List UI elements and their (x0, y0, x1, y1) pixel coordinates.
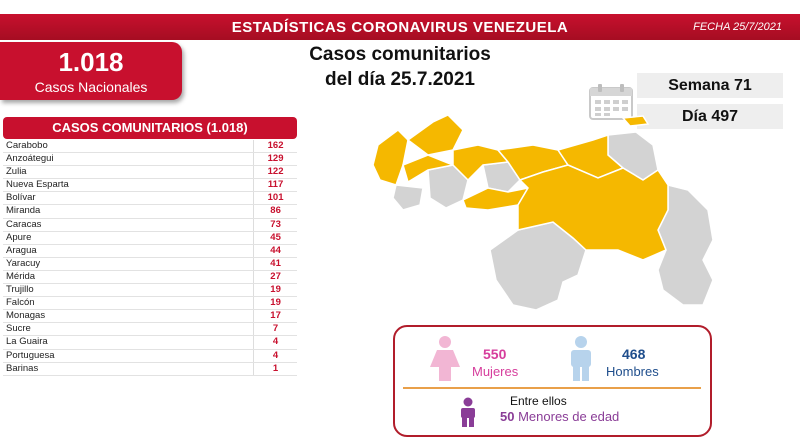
top-banner: ESTADÍSTICAS CORONAVIRUS VENEZUELA FECHA… (0, 14, 800, 40)
state-name: Nueva Esparta (6, 179, 69, 191)
state-cases: 129 (253, 153, 297, 166)
minors-count: 50 (500, 409, 515, 424)
table-row: Zulia 122 (3, 166, 297, 180)
state-cases: 1 (253, 362, 297, 375)
venezuela-map (368, 110, 728, 330)
women-count: 550 (483, 346, 507, 362)
state-name: Portuguesa (6, 349, 55, 361)
state-cases: 73 (253, 218, 297, 231)
gender-summary-box: 550 Mujeres 468 Hombres Entre ellos 50 M… (393, 325, 712, 437)
page-title: Casos comunitarios del día 25.7.2021 (250, 42, 550, 92)
state-cases: 101 (253, 192, 297, 205)
minors-line: 50 Menores de edad (500, 409, 619, 424)
table-row: Caracas 73 (3, 218, 297, 232)
state-name: Caracas (6, 218, 42, 230)
table-row: Aragua 44 (3, 244, 297, 258)
state-name: Aragua (6, 244, 37, 256)
page-title-line2: del día 25.7.2021 (325, 69, 475, 90)
state-name: Falcón (6, 297, 35, 309)
table-row: Monagas 17 (3, 310, 297, 324)
women-label: Mujeres (472, 364, 519, 379)
table-row: Portuguesa 4 (3, 349, 297, 363)
state-name: Trujillo (6, 284, 34, 296)
state-name: Bolívar (6, 192, 36, 204)
state-cases: 122 (253, 166, 297, 179)
table-row: Yaracuy 41 (3, 257, 297, 271)
total-cases-value: 1.018 (58, 47, 124, 77)
week-indicator: Semana 71 (637, 73, 783, 98)
cases-table: Carabobo 162 Anzoátegui 129 Zulia 122 Nueva Es… (3, 140, 297, 376)
minors-label: Menores de edad (518, 409, 620, 424)
state-name: Miranda (6, 205, 41, 217)
state-name: Zulia (6, 166, 27, 178)
state-cases: 44 (253, 244, 297, 257)
state-cases: 45 (253, 231, 297, 244)
map-state-bolivar (517, 164, 669, 261)
state-cases: 86 (253, 205, 297, 218)
woman-icon (427, 335, 463, 386)
table-row: Apure 45 (3, 231, 297, 245)
map-state-tachira (392, 184, 424, 211)
map-state-zulia (372, 129, 409, 186)
map-state-nueva-esparta (621, 115, 650, 127)
state-cases: 17 (253, 310, 297, 323)
map-state-lara (402, 154, 456, 184)
banner-date: FECHA 25/7/2021 (693, 21, 782, 33)
table-row: Anzoátegui 129 (3, 153, 297, 167)
divider (403, 387, 701, 389)
total-cases-box: 1.018 Casos Nacionales (0, 42, 182, 100)
cases-table-header: CASOS COMUNITARIOS (1.018) (3, 117, 297, 139)
calendar-icon (588, 83, 634, 126)
state-cases: 41 (253, 257, 297, 270)
total-cases-label: Casos Nacionales (34, 79, 148, 95)
men-label: Hombres (606, 364, 659, 379)
state-name: Anzoátegui (6, 153, 54, 165)
state-name: La Guaira (6, 336, 48, 348)
table-row: Miranda 86 (3, 205, 297, 219)
day-indicator: Día 497 (637, 104, 783, 129)
table-row: Bolívar 101 (3, 192, 297, 206)
banner-title: ESTADÍSTICAS CORONAVIRUS VENEZUELA (231, 18, 569, 36)
map-state-carabobo (452, 144, 510, 182)
table-row: Sucre 7 (3, 323, 297, 337)
state-name: Yaracuy (6, 257, 41, 269)
state-cases: 117 (253, 179, 297, 192)
table-row: Trujillo 19 (3, 284, 297, 298)
state-cases: 4 (253, 336, 297, 349)
table-row: Mérida 27 (3, 270, 297, 285)
state-name: Mérida (6, 270, 36, 282)
state-cases: 19 (253, 297, 297, 310)
among-label: Entre ellos (510, 394, 567, 408)
page-title-line1: Casos comunitarios (309, 44, 491, 65)
man-icon (565, 335, 597, 386)
state-name: Apure (6, 231, 32, 243)
state-cases: 7 (253, 323, 297, 336)
table-row: Nueva Esparta 117 (3, 179, 297, 193)
table-row: Carabobo 162 (3, 140, 297, 154)
state-name: Carabobo (6, 140, 48, 151)
state-cases: 162 (253, 140, 297, 153)
state-cases: 19 (253, 284, 297, 297)
child-icon (457, 397, 479, 432)
table-row: La Guaira 4 (3, 336, 297, 350)
state-name: Sucre (6, 323, 31, 335)
table-row: Barinas 1 (3, 362, 297, 376)
state-cases: 27 (253, 270, 297, 284)
state-name: Barinas (6, 362, 39, 374)
state-name: Monagas (6, 310, 46, 322)
men-count: 468 (622, 346, 646, 362)
table-row: Falcón 19 (3, 297, 297, 311)
state-cases: 4 (253, 349, 297, 362)
